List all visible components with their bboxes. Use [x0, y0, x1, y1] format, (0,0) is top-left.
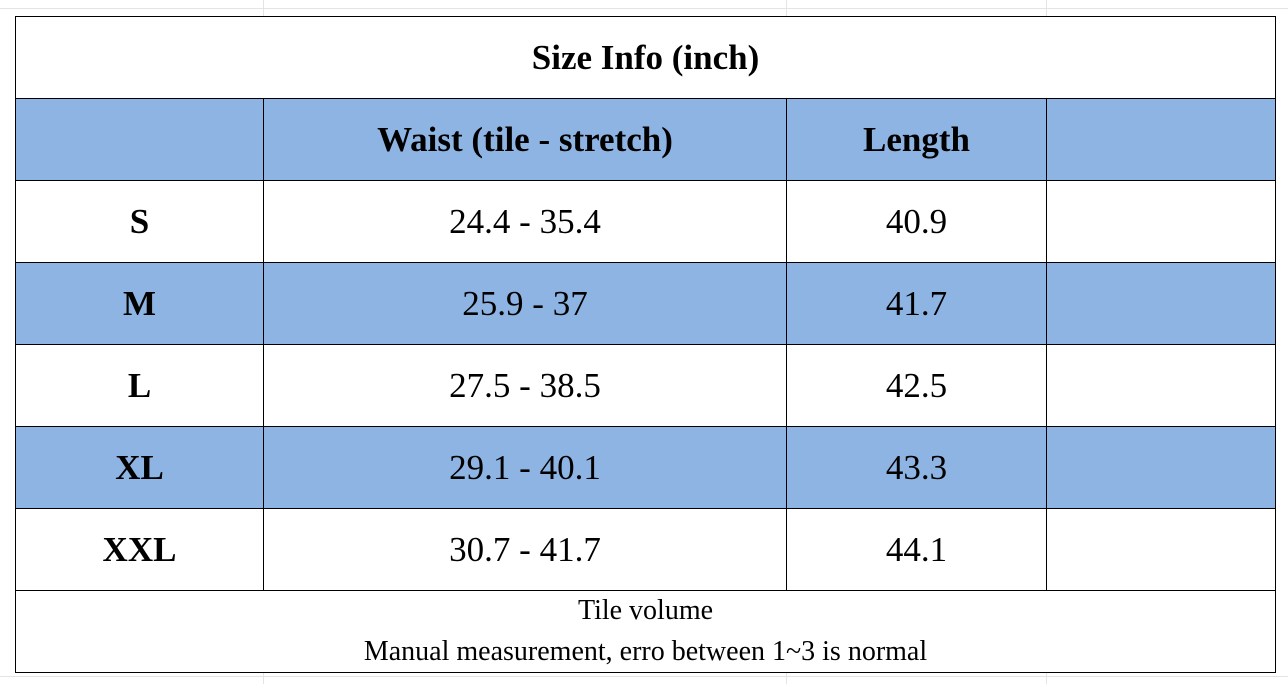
note-measurement-error: Manual measurement, erro between 1~3 is …: [363, 635, 928, 667]
notes-cell: Tile volume Manual measurement, erro bet…: [15, 589, 1276, 674]
table-row: XXL 30.7 - 41.7 44.1: [15, 508, 1276, 591]
table-row: L 27.5 - 38.5 42.5: [15, 344, 1276, 427]
header-size: [15, 98, 264, 181]
table-row: S 24.4 - 35.4 40.9: [15, 180, 1276, 263]
waist-cell: 24.4 - 35.4: [263, 180, 787, 263]
size-cell: M: [15, 262, 264, 345]
empty-cell: [1046, 262, 1276, 345]
empty-cell: [1046, 344, 1276, 427]
size-cell: S: [15, 180, 264, 263]
empty-cell: [1046, 426, 1276, 509]
size-info-table: Size Info (inch) Waist (tile - stretch) …: [15, 16, 1276, 674]
header-length: Length: [786, 98, 1047, 181]
waist-cell: 27.5 - 38.5: [263, 344, 787, 427]
header-row: Waist (tile - stretch) Length: [15, 98, 1276, 181]
notes-row: Tile volume Manual measurement, erro bet…: [15, 589, 1276, 674]
table-title: Size Info (inch): [15, 16, 1276, 99]
length-cell: 44.1: [786, 508, 1047, 591]
waist-cell: 30.7 - 41.7: [263, 508, 787, 591]
length-cell: 40.9: [786, 180, 1047, 263]
size-cell: XXL: [15, 508, 264, 591]
header-waist: Waist (tile - stretch): [263, 98, 787, 181]
table-row: XL 29.1 - 40.1 43.3: [15, 426, 1276, 509]
note-tile-volume: Tile volume: [577, 595, 714, 626]
size-cell: L: [15, 344, 264, 427]
length-cell: 42.5: [786, 344, 1047, 427]
size-cell: XL: [15, 426, 264, 509]
empty-cell: [1046, 180, 1276, 263]
header-empty: [1046, 98, 1276, 181]
waist-cell: 29.1 - 40.1: [263, 426, 787, 509]
title-row: Size Info (inch): [15, 16, 1276, 99]
waist-cell: 25.9 - 37: [263, 262, 787, 345]
empty-cell: [1046, 508, 1276, 591]
length-cell: 43.3: [786, 426, 1047, 509]
table-row: M 25.9 - 37 41.7: [15, 262, 1276, 345]
length-cell: 41.7: [786, 262, 1047, 345]
